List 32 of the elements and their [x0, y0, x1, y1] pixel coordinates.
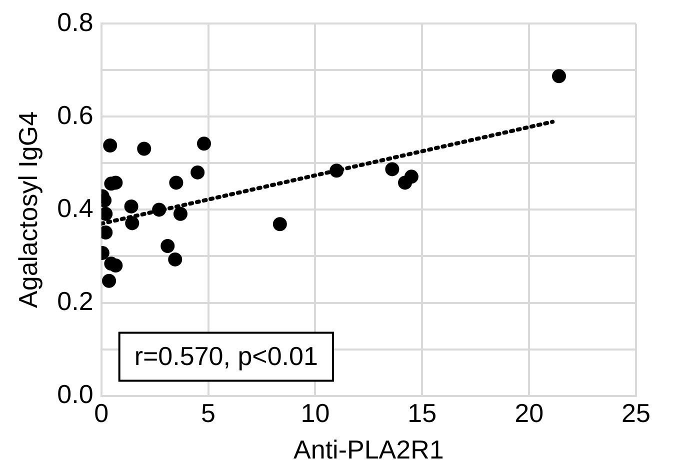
- point: [169, 176, 184, 190]
- point: [173, 206, 188, 221]
- point: [152, 202, 166, 217]
- point: [103, 138, 118, 152]
- point: [190, 165, 205, 180]
- point: [160, 238, 175, 253]
- y-tick-label: 0.8: [57, 6, 94, 37]
- x-tick-label: 25: [622, 398, 650, 428]
- y-tick-label: 0.6: [57, 100, 94, 130]
- x-tick-label: 15: [408, 398, 437, 428]
- x-tick-label: 10: [300, 398, 330, 428]
- x-axis-title: Anti-PLA2R1: [294, 434, 444, 465]
- x-tick-label: 0: [94, 398, 109, 428]
- y-tick-label: 0.2: [57, 286, 94, 316]
- y-tick-label: 0.0: [57, 378, 94, 409]
- point: [124, 199, 138, 214]
- y-axis-title: Agalactosyl IgG4: [12, 111, 43, 308]
- x-tick-label: 5: [201, 398, 216, 428]
- point: [137, 142, 152, 156]
- x-tick-label: 20: [514, 398, 544, 428]
- annotation: r=0.570, p<0.01: [134, 340, 318, 371]
- point: [197, 136, 211, 151]
- point: [552, 69, 566, 84]
- point: [272, 217, 287, 232]
- point: [125, 216, 140, 230]
- point: [385, 162, 400, 176]
- point: [168, 252, 182, 266]
- point: [330, 164, 344, 178]
- y-tick-label: 0.4: [57, 192, 94, 223]
- point: [108, 258, 123, 273]
- point: [398, 176, 412, 190]
- point: [102, 274, 116, 288]
